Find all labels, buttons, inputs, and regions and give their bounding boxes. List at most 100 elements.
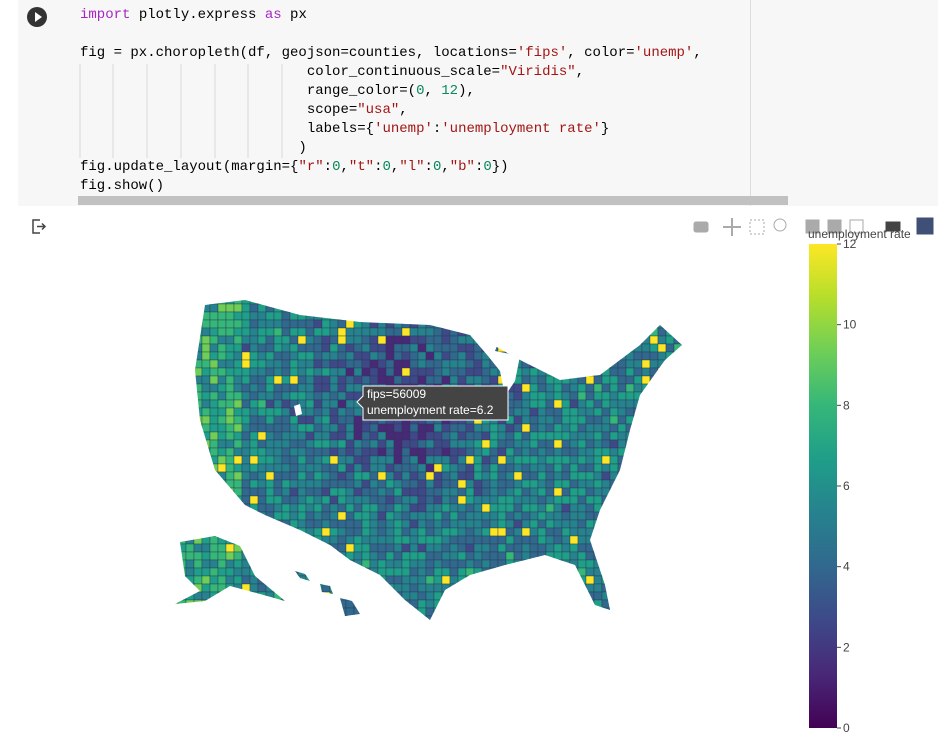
county[interactable]	[170, 575, 179, 585]
county[interactable]	[585, 551, 595, 561]
county[interactable]	[393, 543, 403, 553]
county[interactable]	[337, 423, 347, 433]
county[interactable]	[329, 479, 339, 489]
zoom-out-icon[interactable]	[827, 219, 842, 234]
county[interactable]	[361, 591, 371, 601]
county[interactable]	[241, 439, 251, 449]
county[interactable]	[345, 511, 355, 521]
county[interactable]	[529, 543, 539, 553]
county[interactable]	[177, 335, 187, 345]
county[interactable]	[625, 327, 635, 337]
county[interactable]	[265, 367, 275, 377]
county[interactable]	[361, 455, 371, 465]
county[interactable]	[641, 303, 651, 313]
county[interactable]	[177, 463, 187, 473]
county[interactable]	[281, 399, 291, 409]
county[interactable]	[457, 591, 467, 601]
county[interactable]	[505, 599, 515, 609]
county[interactable]	[673, 359, 682, 369]
county[interactable]	[473, 296, 483, 305]
county[interactable]	[513, 296, 523, 305]
county[interactable]	[170, 615, 179, 624]
county[interactable]	[265, 479, 275, 489]
county[interactable]	[601, 375, 611, 385]
county[interactable]	[361, 351, 371, 361]
county[interactable]	[241, 335, 251, 345]
county[interactable]	[665, 463, 675, 473]
county[interactable]	[257, 319, 267, 329]
county[interactable]	[481, 551, 491, 561]
county[interactable]	[497, 471, 507, 481]
county[interactable]	[249, 359, 259, 369]
county[interactable]	[313, 391, 323, 401]
county[interactable]	[313, 303, 323, 313]
county[interactable]	[433, 527, 443, 537]
county[interactable]	[545, 487, 555, 497]
county[interactable]	[425, 495, 435, 505]
county[interactable]	[361, 479, 371, 489]
county[interactable]	[553, 367, 563, 377]
county[interactable]	[209, 319, 219, 329]
county[interactable]	[217, 311, 227, 321]
county[interactable]	[617, 343, 627, 353]
county[interactable]	[417, 463, 427, 473]
county[interactable]	[233, 359, 243, 369]
county[interactable]	[497, 431, 507, 441]
county[interactable]	[265, 463, 275, 473]
county[interactable]	[193, 535, 203, 545]
county[interactable]	[177, 407, 187, 417]
county[interactable]	[305, 591, 315, 601]
county[interactable]	[625, 303, 635, 313]
county[interactable]	[177, 431, 187, 441]
county[interactable]	[441, 343, 451, 353]
county[interactable]	[601, 455, 611, 465]
county[interactable]	[281, 503, 291, 513]
county[interactable]	[338, 624, 346, 632]
county[interactable]	[609, 583, 619, 593]
county[interactable]	[217, 415, 227, 425]
county[interactable]	[297, 551, 307, 561]
county[interactable]	[537, 296, 547, 305]
county[interactable]	[313, 447, 323, 457]
county[interactable]	[281, 359, 291, 369]
county[interactable]	[577, 343, 587, 353]
county[interactable]	[513, 615, 523, 624]
county[interactable]	[409, 439, 419, 449]
county[interactable]	[193, 575, 203, 585]
county[interactable]	[481, 511, 491, 521]
county[interactable]	[666, 624, 674, 632]
county[interactable]	[385, 303, 395, 313]
county[interactable]	[481, 495, 491, 505]
county[interactable]	[329, 391, 339, 401]
county[interactable]	[170, 431, 179, 441]
county[interactable]	[513, 423, 523, 433]
county[interactable]	[561, 375, 571, 385]
county[interactable]	[305, 575, 315, 585]
county[interactable]	[385, 463, 395, 473]
county[interactable]	[673, 543, 682, 553]
county[interactable]	[337, 471, 347, 481]
county[interactable]	[465, 471, 475, 481]
county[interactable]	[193, 383, 203, 393]
county[interactable]	[633, 519, 643, 529]
county[interactable]	[465, 375, 475, 385]
county[interactable]	[241, 375, 251, 385]
county[interactable]	[449, 439, 459, 449]
county[interactable]	[297, 423, 307, 433]
county[interactable]	[281, 431, 291, 441]
county[interactable]	[673, 519, 682, 529]
county[interactable]	[673, 296, 682, 305]
county[interactable]	[217, 399, 227, 409]
county[interactable]	[401, 455, 411, 465]
county[interactable]	[241, 599, 251, 609]
county[interactable]	[417, 431, 427, 441]
county[interactable]	[257, 551, 267, 561]
county[interactable]	[609, 575, 619, 585]
county[interactable]	[369, 351, 379, 361]
county[interactable]	[457, 567, 467, 577]
county[interactable]	[345, 439, 355, 449]
county[interactable]	[537, 327, 547, 337]
county[interactable]	[425, 296, 435, 305]
county[interactable]	[577, 543, 587, 553]
county[interactable]	[209, 415, 219, 425]
